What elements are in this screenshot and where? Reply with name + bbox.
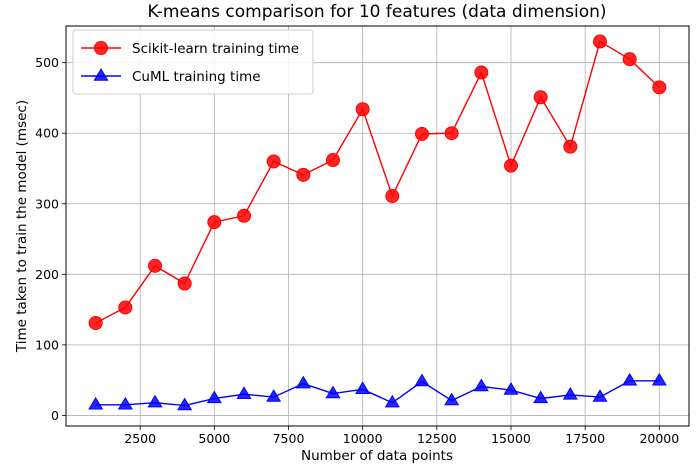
y-tick-label: 400 [35,126,59,141]
data-point [296,167,311,182]
y-axis-label: Time taken to train the model (msec) [14,100,30,353]
data-point [533,390,549,404]
x-tick-label: 15000 [491,431,531,446]
x-tick-label: 20000 [639,431,679,446]
data-point [592,389,608,402]
x-axis: 2500 5000 7500 10000 12500 15000 17500 20000 [124,426,679,446]
data-point [88,396,104,410]
data-point [207,215,222,230]
data-point [651,372,667,386]
data-point [266,389,282,402]
data-point [237,208,251,223]
data-point [295,375,311,389]
x-tick-label: 17500 [565,431,605,446]
y-axis: 0 100 200 300 400 500 [35,55,66,423]
y-tick-label: 200 [35,267,59,282]
data-point [444,126,459,141]
data-point [147,394,163,408]
data-point [473,378,489,392]
chart-title: K-means comparison for 10 features (data… [147,2,606,22]
data-point [504,158,518,173]
data-point [414,373,430,387]
data-point [266,154,281,169]
data-point [177,276,192,291]
y-tick-label: 100 [35,337,59,352]
legend-label: CuML training time [132,69,261,85]
data-point [236,386,252,399]
data-point [355,102,370,117]
series-line [95,380,660,407]
legend-marker [94,41,108,55]
data-point [503,382,519,395]
plot-frame [65,25,690,427]
x-tick-label: 2500 [124,431,156,446]
data-point [415,126,429,141]
x-tick-label: 7500 [273,431,305,446]
data-point [88,316,103,331]
data-point [206,390,222,404]
data-point [326,153,340,168]
x-tick-label: 12500 [417,431,457,446]
data-point [384,394,400,408]
data-point [118,300,133,315]
x-tick-label: 10000 [343,431,383,446]
data-point [652,80,667,95]
data-point [325,385,341,399]
series-0 [88,34,667,331]
y-tick-label: 300 [35,196,59,211]
series-1 [88,372,667,411]
data-point [563,139,578,154]
series-layer [88,34,667,411]
y-tick-label: 500 [35,55,59,70]
data-point [562,386,578,400]
data-point [148,258,162,273]
data-point [444,392,460,406]
data-point [117,396,133,410]
data-point [355,381,371,395]
x-axis-label: Number of data points [301,448,453,464]
y-tick-label: 0 [51,408,59,423]
data-point [385,189,400,204]
data-point [593,34,607,49]
data-point [177,397,193,411]
legend: Scikit-learn training time CuML training … [72,29,314,95]
data-point [474,65,489,80]
x-tick-label: 5000 [198,431,230,446]
legend-label: Scikit-learn training time [132,41,299,57]
series-line [95,40,660,324]
data-point [622,372,638,386]
legend-marker [93,68,109,81]
data-point [622,52,637,67]
data-point [533,90,548,105]
legend-box [72,29,314,95]
